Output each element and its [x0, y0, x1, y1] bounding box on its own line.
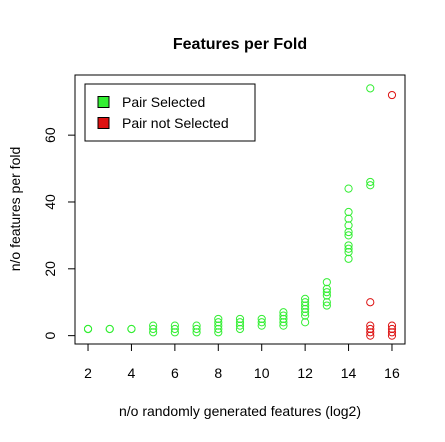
- data-point: [344, 241, 353, 250]
- data-point: [387, 331, 397, 340]
- y-axis: 0 20 40 60: [42, 127, 76, 340]
- data-point: [170, 328, 179, 337]
- x-axis: 2 4 6 8 10 12 14 16: [84, 343, 400, 381]
- legend-swatch: [97, 117, 110, 129]
- legend-box: [84, 83, 256, 142]
- data-point: [214, 314, 223, 324]
- data-point: [301, 294, 310, 303]
- data-point: [170, 324, 179, 334]
- chart-title: Features per Fold: [173, 36, 307, 53]
- x-tick-label: 2: [84, 365, 92, 381]
- y-tick-label: 60: [42, 127, 58, 143]
- y-tick-label: 0: [42, 332, 58, 340]
- data-point: [279, 308, 288, 317]
- data-point: [366, 177, 375, 187]
- data-point: [366, 321, 375, 330]
- data-point: [214, 328, 223, 337]
- data-point: [366, 328, 375, 337]
- x-tick-label: 12: [297, 365, 313, 381]
- x-tick-label: 6: [171, 365, 179, 381]
- data-point: [279, 318, 288, 327]
- data-point: [387, 328, 397, 337]
- data-point: [170, 321, 179, 330]
- data-point: [214, 318, 223, 327]
- data-point: [322, 284, 331, 293]
- data-point: [149, 328, 158, 337]
- x-tick-label: 8: [214, 365, 222, 381]
- data-point: [366, 84, 375, 93]
- data-point: [322, 291, 331, 300]
- data-point: [257, 314, 266, 324]
- data-point: [344, 184, 353, 193]
- legend-swatch: [97, 96, 110, 108]
- data-point: [344, 221, 353, 230]
- data-point: [322, 301, 331, 310]
- x-tick-label: 4: [128, 365, 136, 381]
- data-point: [235, 314, 245, 324]
- data-point: [301, 298, 310, 307]
- data-point: [279, 311, 288, 320]
- data-point: [301, 318, 310, 327]
- legend-label: Pair not Selected: [122, 115, 229, 131]
- y-tick-label: 40: [42, 194, 58, 210]
- data-point: [279, 321, 288, 330]
- data-point: [257, 318, 266, 327]
- y-tick-label: 20: [42, 261, 58, 277]
- data-point: [127, 324, 136, 334]
- data-point: [192, 321, 201, 330]
- data-point: [322, 298, 331, 307]
- data-point: [344, 231, 353, 240]
- data-point: [301, 311, 310, 320]
- data-point: [214, 321, 223, 330]
- data-point: [192, 324, 201, 334]
- data-point: [344, 214, 353, 223]
- data-point: [105, 324, 114, 334]
- data-point: [235, 321, 245, 330]
- data-point: [214, 324, 223, 334]
- data-point: [149, 321, 158, 330]
- data-point: [344, 254, 353, 263]
- data-point: [235, 318, 245, 327]
- data-point: [149, 324, 158, 334]
- y-axis-label: n/o features per fold: [7, 147, 23, 272]
- x-tick-label: 16: [384, 365, 400, 381]
- data-point: [344, 227, 353, 237]
- data-point: [257, 321, 266, 330]
- x-axis-label: n/o randomly generated features (log2): [119, 403, 361, 419]
- data-point: [301, 301, 310, 310]
- data-point: [344, 248, 353, 257]
- data-point: [301, 308, 310, 317]
- data-point: [344, 207, 353, 217]
- data-point: [366, 298, 375, 307]
- data-point: [192, 328, 201, 337]
- data-point: [83, 324, 93, 334]
- data-point: [279, 314, 288, 324]
- data-point: [387, 321, 397, 330]
- data-point: [322, 278, 331, 287]
- data-point: [366, 181, 375, 190]
- data-point: [322, 288, 331, 297]
- data-point: [344, 244, 353, 253]
- data-point: [366, 324, 375, 334]
- data-point: [387, 90, 397, 100]
- data-point: [387, 324, 397, 334]
- data-points: [83, 84, 397, 340]
- legend-label: Pair Selected: [122, 94, 205, 110]
- x-tick-label: 10: [254, 365, 270, 381]
- data-point: [235, 324, 245, 334]
- data-point: [366, 331, 375, 340]
- data-point: [301, 304, 310, 314]
- x-tick-label: 14: [341, 365, 357, 381]
- legend: Pair Selected Pair not Selected: [84, 83, 256, 142]
